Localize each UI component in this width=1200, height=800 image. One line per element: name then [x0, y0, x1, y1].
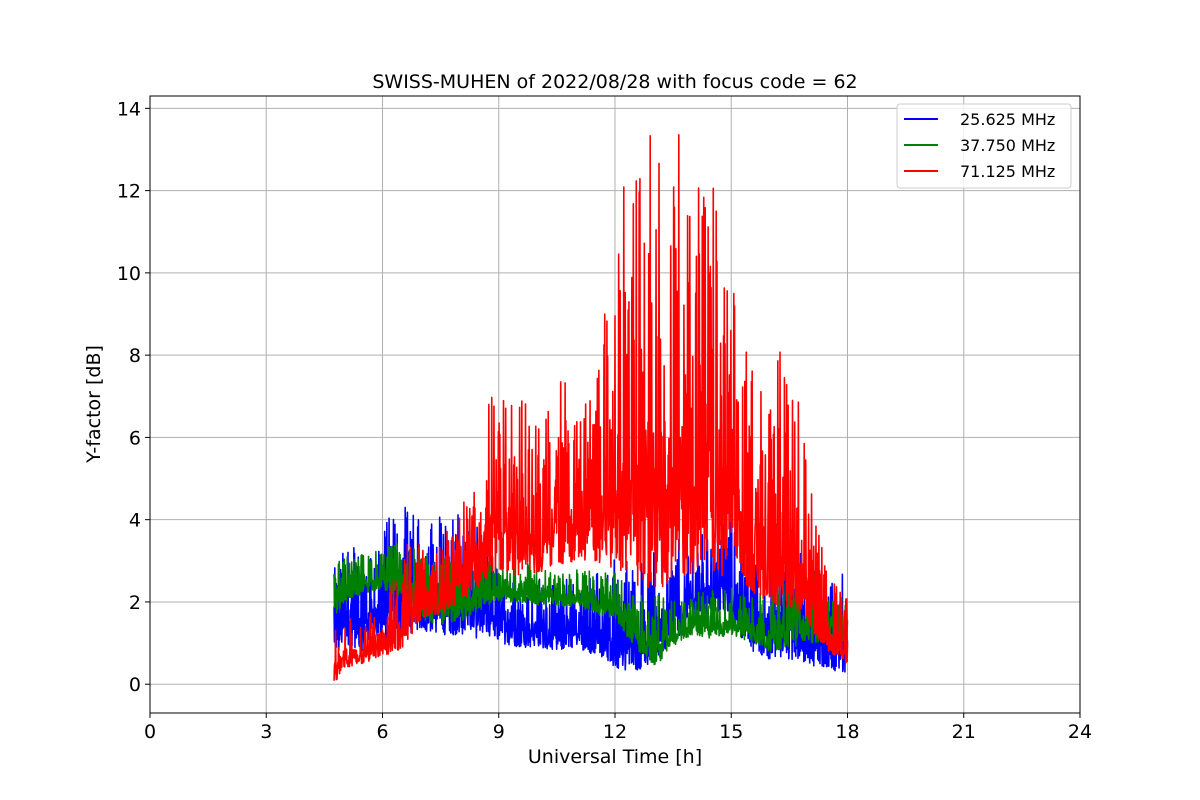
legend-label-2: 37.750 MHz: [960, 136, 1055, 155]
series-line-3: [333, 134, 849, 681]
y-tick-label: 6: [129, 427, 141, 449]
y-tick-label: 0: [129, 674, 141, 696]
legend-box: [896, 103, 1072, 189]
x-tick-label: 6: [376, 721, 388, 743]
x-tick-label: 24: [1068, 721, 1092, 743]
x-tick-label: 12: [603, 721, 627, 743]
y-axis-label: Y-factor [dB]: [83, 345, 105, 464]
y-tick-label: 10: [117, 263, 141, 285]
legend-label-3: 71.125 MHz: [960, 162, 1055, 181]
x-tick-label: 0: [144, 721, 156, 743]
x-tick-label: 3: [260, 721, 272, 743]
x-tick-label: 15: [719, 721, 743, 743]
x-axis: 0 3 6 9 12 15 18 21 24: [144, 713, 1092, 743]
y-tick-label: 2: [129, 592, 141, 614]
legend: 25.625 MHz 37.750 MHz 71.125 MHz: [896, 103, 1072, 189]
x-tick-label: 21: [952, 721, 976, 743]
x-axis-label: Universal Time [h]: [528, 746, 702, 768]
chart-title: SWISS-MUHEN of 2022/08/28 with focus cod…: [372, 71, 857, 93]
y-tick-label: 8: [129, 345, 141, 367]
plot-area: [333, 134, 849, 681]
x-tick-label: 18: [835, 721, 859, 743]
y-tick-label: 4: [129, 510, 141, 532]
y-tick-label: 14: [117, 98, 141, 120]
y-axis: 0 2 4 6 8 10 12 14: [117, 98, 150, 696]
legend-label-1: 25.625 MHz: [960, 110, 1055, 129]
x-tick-label: 9: [493, 721, 505, 743]
y-tick-label: 12: [117, 181, 141, 203]
